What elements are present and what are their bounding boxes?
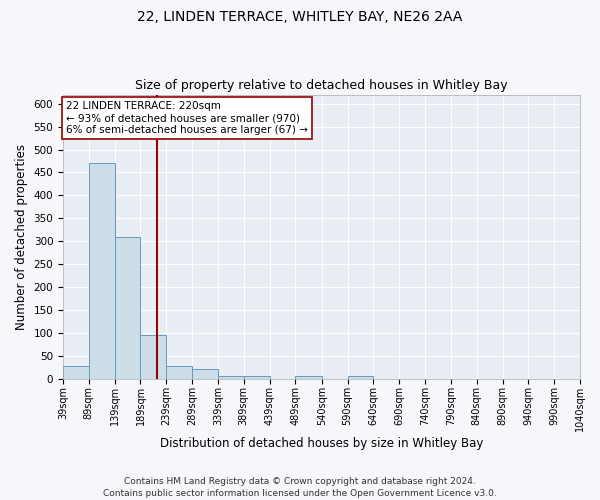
Bar (63, 366, 89, 378)
Title: Size of property relative to detached houses in Whitley Bay: Size of property relative to detached ho… (135, 79, 508, 92)
X-axis label: Distribution of detached houses by size in Whitley Bay: Distribution of detached houses by size … (160, 437, 483, 450)
Bar (192, 370, 218, 378)
Y-axis label: Number of detached properties: Number of detached properties (15, 144, 28, 330)
Text: 22 LINDEN TERRACE: 220sqm
← 93% of detached houses are smaller (970)
6% of semi-: 22 LINDEN TERRACE: 220sqm ← 93% of detac… (66, 102, 308, 134)
Bar (115, 238, 140, 378)
Bar (580, 376, 600, 378)
Bar (218, 376, 244, 378)
Text: 22, LINDEN TERRACE, WHITLEY BAY, NE26 2AA: 22, LINDEN TERRACE, WHITLEY BAY, NE26 2A… (137, 10, 463, 24)
Text: Contains HM Land Registry data © Crown copyright and database right 2024.
Contai: Contains HM Land Registry data © Crown c… (103, 476, 497, 498)
Bar (347, 376, 373, 378)
Bar (166, 366, 192, 378)
Bar (244, 376, 269, 378)
Bar (295, 376, 322, 378)
Bar (140, 335, 166, 378)
Bar (89, 164, 115, 378)
